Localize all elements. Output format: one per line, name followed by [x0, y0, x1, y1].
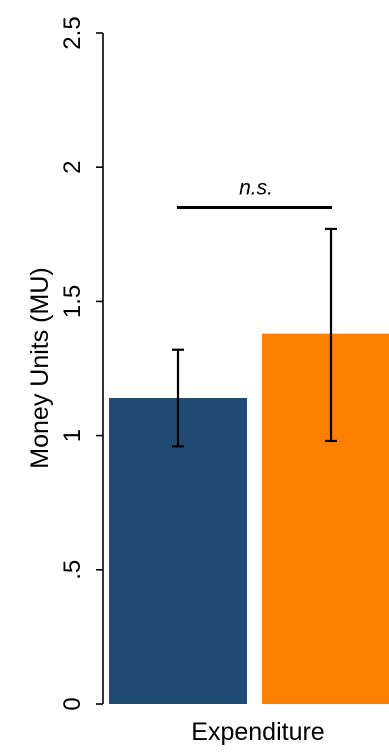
x-axis-label: Expenditure: [191, 718, 324, 746]
significance-annotation: n.s.: [177, 176, 332, 209]
bar-1: [109, 398, 247, 704]
y-tick-label: 2.5: [59, 16, 86, 49]
y-ticks: 0 .5 1 1.5 2 2.5: [59, 16, 103, 711]
bar-2: [262, 333, 389, 704]
y-tick-label: 0: [59, 697, 86, 710]
y-tick-label: 2: [59, 161, 86, 174]
y-tick-label: 1: [59, 429, 86, 442]
y-axis-label: Money Units (MU): [26, 267, 54, 468]
y-tick-label: 1.5: [59, 285, 86, 318]
bars: [109, 333, 389, 704]
significance-label: n.s.: [239, 176, 273, 199]
y-tick-label: .5: [59, 560, 86, 580]
error-bars: [172, 227, 337, 448]
